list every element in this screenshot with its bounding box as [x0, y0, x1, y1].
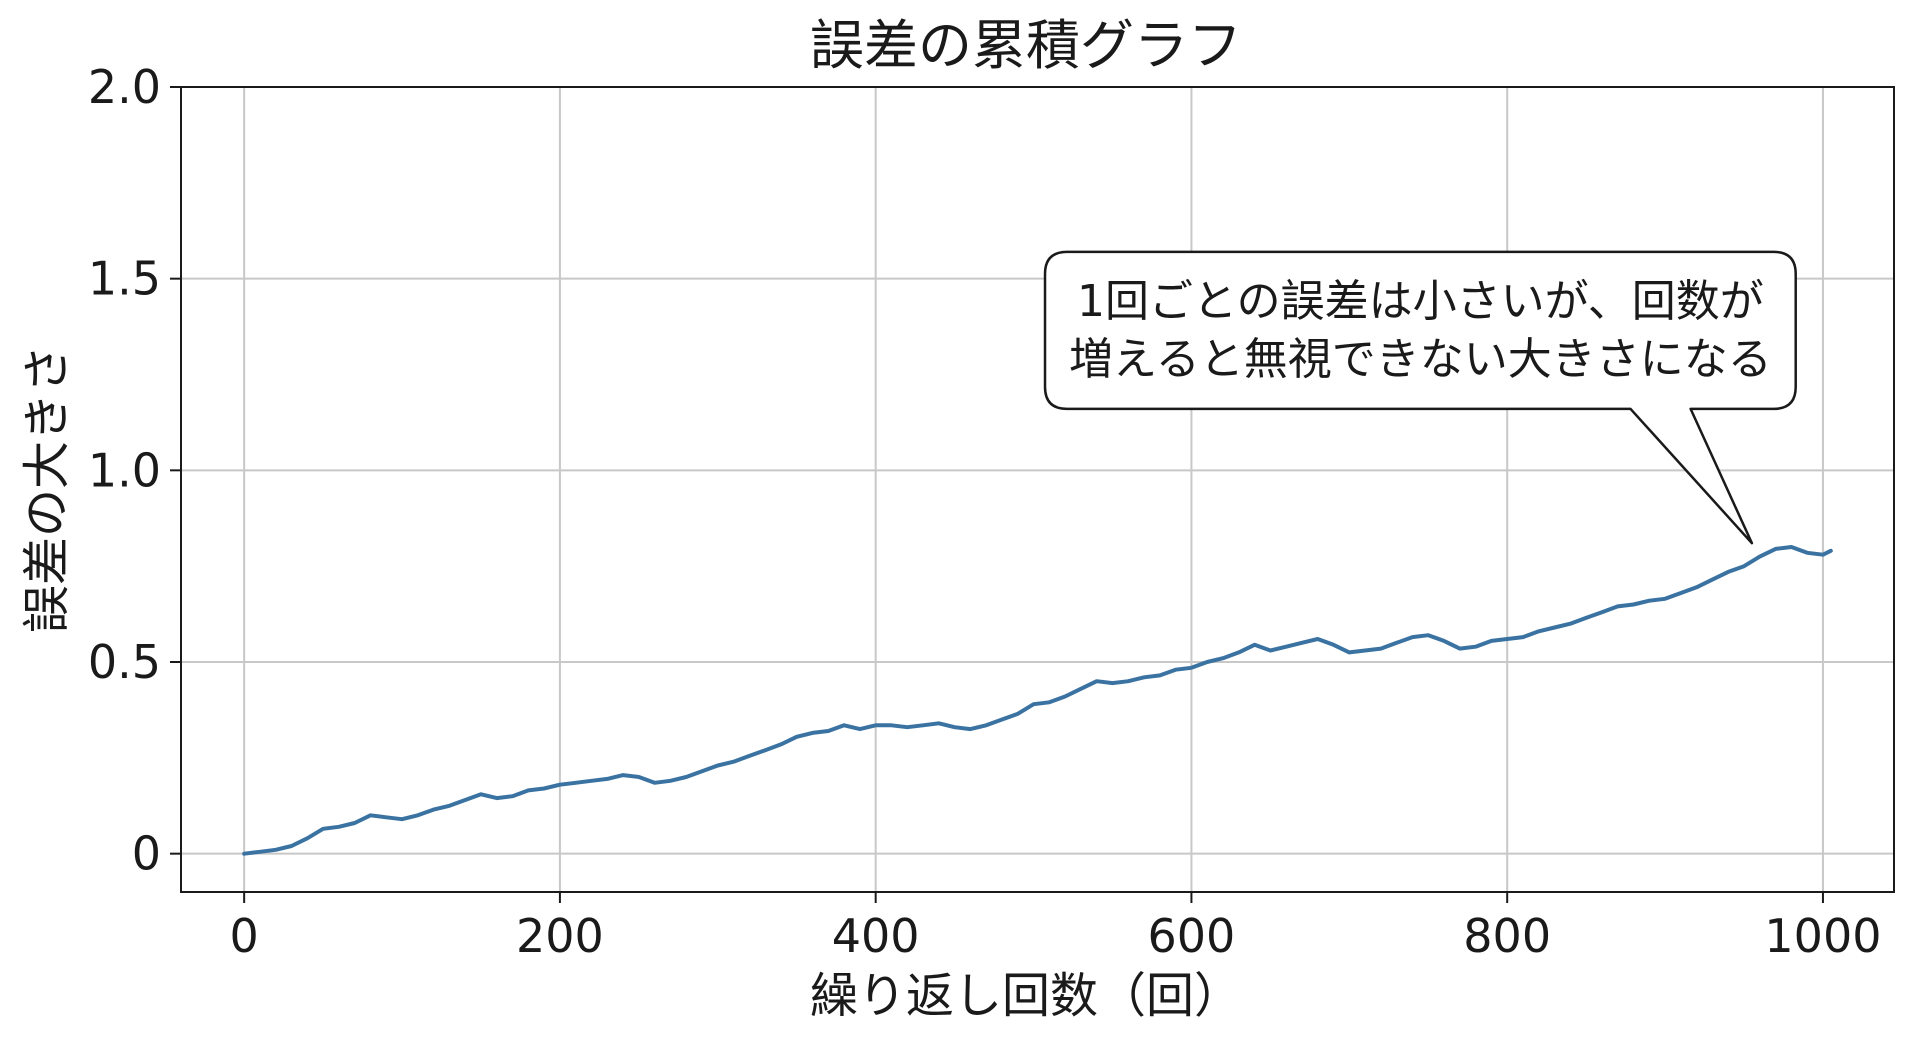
- y-tick-label: 0: [132, 827, 161, 881]
- x-tick-label: 800: [1463, 909, 1551, 963]
- y-tick-label: 0.5: [88, 635, 161, 689]
- chart-title: 誤差の累積グラフ: [810, 14, 1242, 77]
- x-tick-label: 200: [516, 909, 604, 963]
- x-axis-label: 繰り返し回数（回）: [810, 968, 1242, 1024]
- annotation-text-line: 増えると無視できない大きさになる: [1069, 334, 1772, 385]
- x-tick-label: 1000: [1764, 909, 1881, 963]
- x-tick-label: 0: [230, 909, 259, 963]
- y-tick-label: 1.0: [88, 443, 161, 497]
- series-line: [242, 545, 1833, 856]
- annotation-bubble: [1043, 250, 1797, 545]
- series-layer: [242, 545, 1833, 856]
- grid: [181, 86, 1894, 892]
- x-tick-label: 400: [832, 909, 920, 963]
- y-tick-label: 1.5: [88, 252, 161, 306]
- y-tick-label: 2.0: [88, 60, 161, 114]
- ticks: 0 200 400 600 800 1000 0 0.5 1.0 1.5 2.0: [88, 60, 1882, 963]
- plot-frame: [180, 86, 1895, 893]
- y-axis-label: 誤差の大きさ: [19, 345, 75, 633]
- annotation-text-line: 1回ごとの誤差は小さいが、回数が: [1077, 276, 1764, 327]
- x-tick-label: 600: [1148, 909, 1236, 963]
